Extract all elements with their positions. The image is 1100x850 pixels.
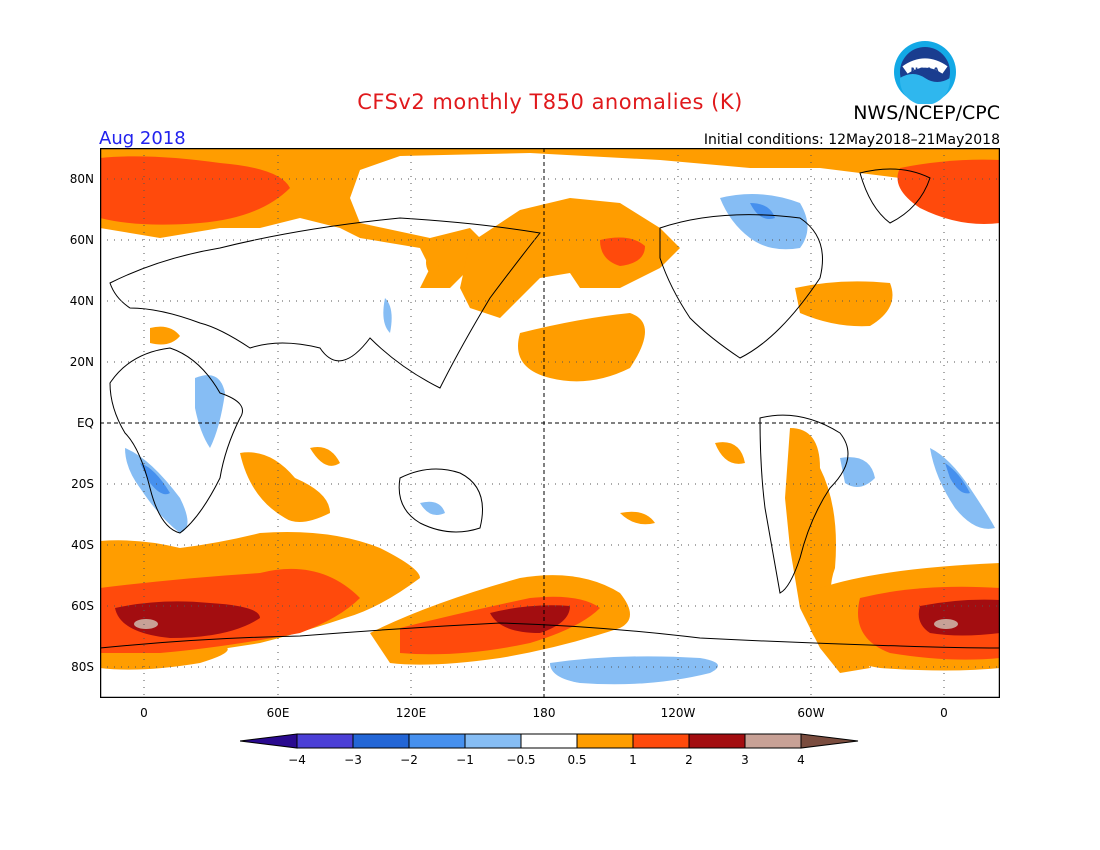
arctic-red-west bbox=[100, 156, 290, 225]
colorbar-labels: −4 −3 −2 −1 −0.5 0.5 1 2 3 4 bbox=[288, 753, 805, 767]
lat-label: EQ bbox=[77, 416, 94, 430]
colorbar-tick-label: 1 bbox=[629, 753, 637, 767]
atlantic-east-dark bbox=[945, 463, 970, 494]
graticule bbox=[100, 148, 1000, 698]
colorbar-segment bbox=[520, 733, 578, 749]
africa-west-dark bbox=[140, 463, 170, 495]
pink-spot-west bbox=[134, 619, 158, 629]
antarctic-west bbox=[100, 643, 228, 670]
reference-lines bbox=[100, 148, 1000, 698]
colorbar-tick-label: −3 bbox=[344, 753, 362, 767]
coast-south-america bbox=[759, 414, 849, 594]
lat-label: 60S bbox=[71, 599, 94, 613]
north-pacific-blob bbox=[460, 198, 680, 318]
colorbar-segment bbox=[464, 733, 522, 749]
colorbar-segments bbox=[240, 733, 859, 749]
coast-eurasia bbox=[109, 217, 541, 389]
lon-label: 60E bbox=[267, 706, 290, 720]
lon-label: 60W bbox=[797, 706, 824, 720]
arctic-red-east bbox=[897, 159, 1000, 224]
chart-title: CFSv2 monthly T850 anomalies (K) bbox=[357, 90, 743, 114]
africa-east-blue bbox=[195, 375, 225, 448]
alaska-red bbox=[600, 237, 645, 266]
sahara bbox=[150, 326, 180, 345]
colorbar-tick-label: 0.5 bbox=[567, 753, 586, 767]
south-pacific-patch bbox=[620, 511, 655, 525]
kamchatka-patch bbox=[426, 248, 439, 278]
east-pacific-blob bbox=[518, 313, 645, 382]
colorbar-segment bbox=[352, 733, 410, 749]
colorbar-segment bbox=[688, 733, 746, 749]
lon-label: 120W bbox=[661, 706, 696, 720]
lon-label: 120E bbox=[396, 706, 427, 720]
south-indian bbox=[240, 452, 330, 522]
colorbar-arrow-high bbox=[800, 733, 859, 749]
lat-label: 20N bbox=[70, 355, 94, 369]
colorbar-arrow-low bbox=[240, 733, 298, 749]
africa-west-blue bbox=[125, 448, 188, 533]
canada-blue bbox=[720, 194, 808, 250]
south-america-band bbox=[785, 428, 870, 673]
south-darkred-east bbox=[918, 599, 1000, 636]
antarctic-blue bbox=[550, 656, 718, 685]
lat-label: 40S bbox=[71, 538, 94, 552]
coast-antarctica bbox=[100, 622, 1000, 649]
coast-north-america bbox=[659, 214, 823, 359]
initial-conditions: Initial conditions: 12May2018–21May2018 bbox=[703, 132, 1000, 148]
south-darkred-mid bbox=[490, 605, 570, 633]
colorbar-tick-label: 4 bbox=[797, 753, 805, 767]
north-atlantic bbox=[795, 281, 893, 327]
anomaly-lightblue-regions bbox=[125, 194, 995, 685]
colorbar-segment bbox=[408, 733, 466, 749]
pink-spot-east bbox=[934, 619, 958, 629]
lon-label: 180 bbox=[533, 706, 556, 720]
coast-africa bbox=[109, 347, 243, 534]
lat-label: 80S bbox=[71, 660, 94, 674]
longitude-labels: 0 60E 120E 180 120W 60W 0 bbox=[140, 706, 948, 720]
south-darkred-west bbox=[115, 601, 260, 638]
colorbar-tick-label: −0.5 bbox=[506, 753, 535, 767]
colorbar-tick-label: −4 bbox=[288, 753, 306, 767]
coastlines bbox=[100, 168, 1000, 649]
arctic-band bbox=[100, 148, 1000, 288]
colorbar-tick-label: −2 bbox=[400, 753, 418, 767]
colorbar-tick-label: 2 bbox=[685, 753, 693, 767]
anomaly-pink-spots bbox=[134, 619, 958, 629]
tropical-pacific-e bbox=[715, 442, 745, 464]
valid-month: Aug 2018 bbox=[99, 128, 186, 149]
lat-label: 40N bbox=[70, 294, 94, 308]
colorbar-segment bbox=[576, 733, 634, 749]
coast-greenland bbox=[859, 168, 931, 224]
lon-label: 0 bbox=[940, 706, 948, 720]
anomaly-map bbox=[100, 148, 1000, 698]
latitude-labels: 80N 60N 40N 20N EQ 20S 40S 60S 80S bbox=[70, 172, 94, 674]
australia-blue bbox=[420, 501, 445, 516]
india-blue bbox=[383, 298, 392, 333]
coast-australia bbox=[398, 468, 483, 533]
indian-patch-2 bbox=[310, 447, 340, 466]
organization-label: NWS/NCEP/CPC bbox=[853, 102, 1000, 124]
colorbar-segment bbox=[632, 733, 690, 749]
colorbar-tick-label: −1 bbox=[456, 753, 474, 767]
lat-label: 80N bbox=[70, 172, 94, 186]
colorbar-segment bbox=[296, 733, 354, 749]
noaa-logo: NOAA bbox=[894, 41, 956, 104]
lon-label: 0 bbox=[140, 706, 148, 720]
colorbar: −4 −3 −2 −1 −0.5 0.5 1 2 3 4 bbox=[240, 733, 859, 767]
lat-label: 60N bbox=[70, 233, 94, 247]
map-frame bbox=[100, 148, 1000, 698]
logo-text: NOAA bbox=[911, 67, 940, 77]
colorbar-tick-label: 3 bbox=[741, 753, 749, 767]
lat-label: 20S bbox=[71, 477, 94, 491]
colorbar-segment bbox=[744, 733, 802, 749]
brazil-blue bbox=[840, 457, 875, 487]
